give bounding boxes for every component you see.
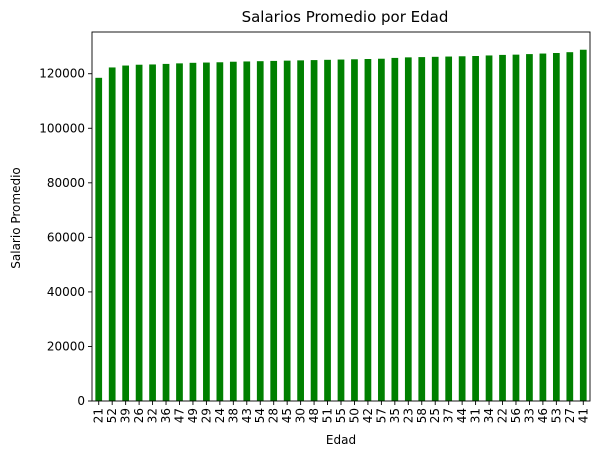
x-tick-label: 53 xyxy=(549,408,563,423)
bar-49 xyxy=(189,62,197,402)
y-tick-label: 100000 xyxy=(39,121,85,135)
bar-55 xyxy=(337,59,345,401)
x-tick-label: 55 xyxy=(334,408,348,423)
y-tick-label: 20000 xyxy=(47,339,85,353)
x-tick-label: 54 xyxy=(253,408,267,423)
x-axis: 21 52 39 26 32 36 47 49 29 24 38 43 54 28 45 30 48 51 55 50… xyxy=(92,401,590,423)
x-tick-label: 43 xyxy=(240,408,254,423)
x-tick-label: 42 xyxy=(361,408,375,423)
bar-46 xyxy=(539,53,547,401)
x-tick-label: 47 xyxy=(172,408,186,423)
bar-56 xyxy=(512,54,520,402)
bar-30 xyxy=(297,60,304,401)
x-tick-label: 51 xyxy=(321,408,335,423)
x-tick-label: 26 xyxy=(132,408,146,423)
x-tick-label: 36 xyxy=(159,408,173,423)
x-tick-label: 21 xyxy=(92,408,106,423)
bar-45 xyxy=(283,60,291,402)
x-tick-label: 41 xyxy=(576,408,590,423)
x-tick-label: 33 xyxy=(522,408,536,423)
x-tick-label: 35 xyxy=(388,408,402,423)
bar-47 xyxy=(176,63,183,401)
bar-37 xyxy=(445,56,453,401)
bar-33 xyxy=(526,54,533,401)
bar-36 xyxy=(162,63,170,402)
x-tick-label: 49 xyxy=(186,408,200,423)
x-axis-label: Edad xyxy=(326,433,356,447)
bar-26 xyxy=(135,64,143,402)
x-tick-label: 48 xyxy=(307,408,321,423)
x-tick-label: 37 xyxy=(442,408,456,423)
x-tick-label: 22 xyxy=(496,408,510,423)
plot-frame xyxy=(91,31,591,402)
bar-44 xyxy=(458,56,466,401)
x-tick-label: 28 xyxy=(267,408,281,423)
bar-23 xyxy=(404,57,412,401)
bar-38 xyxy=(229,61,237,402)
bar-43 xyxy=(243,61,251,402)
x-tick-label: 44 xyxy=(455,408,469,423)
y-tick-label: 60000 xyxy=(47,230,85,244)
chart-title: Salarios Promedio por Edad xyxy=(242,8,449,26)
bar-29 xyxy=(203,62,210,401)
x-tick-label: 23 xyxy=(401,408,415,423)
y-axis: 0 20000 40000 60000 80000 100000 120000 xyxy=(39,67,92,408)
bar-54 xyxy=(256,61,264,401)
x-tick-label: 25 xyxy=(428,408,442,423)
bar-39 xyxy=(122,65,130,401)
x-tick-label: 29 xyxy=(199,408,213,423)
x-tick-label: 57 xyxy=(374,408,388,423)
bar-58 xyxy=(418,57,426,401)
bar-25 xyxy=(431,56,439,402)
y-tick-label: 80000 xyxy=(47,176,85,190)
bar-27 xyxy=(566,52,574,401)
x-tick-label: 46 xyxy=(536,408,550,423)
x-tick-label: 32 xyxy=(146,408,160,423)
x-tick-label: 34 xyxy=(482,408,496,423)
bar-53 xyxy=(552,53,560,401)
bar-32 xyxy=(149,64,156,402)
y-tick-label: 120000 xyxy=(39,67,85,81)
x-tick-label: 27 xyxy=(563,408,577,423)
bars-group xyxy=(95,49,587,402)
bar-35 xyxy=(391,57,399,402)
bar-22 xyxy=(499,54,506,402)
bar-57 xyxy=(378,58,385,402)
bar-52 xyxy=(108,67,116,402)
y-tick-label: 40000 xyxy=(47,285,85,299)
bar-48 xyxy=(310,60,318,401)
bar-21 xyxy=(95,77,103,402)
x-tick-label: 56 xyxy=(509,408,523,423)
bar-28 xyxy=(270,60,278,402)
x-tick-label: 39 xyxy=(119,408,133,423)
bar-51 xyxy=(324,59,331,402)
x-tick-label: 30 xyxy=(294,408,308,423)
bar-34 xyxy=(485,55,493,402)
x-tick-label: 45 xyxy=(280,408,294,423)
bar-42 xyxy=(364,59,372,401)
x-tick-label: 58 xyxy=(415,408,429,423)
x-tick-label: 52 xyxy=(105,408,119,423)
y-axis-label: Salario Promedio xyxy=(9,167,23,268)
x-tick-label: 50 xyxy=(347,408,361,423)
x-tick-label: 31 xyxy=(469,408,483,423)
x-tick-label: 24 xyxy=(213,408,227,423)
bar-41 xyxy=(579,49,587,402)
bar-31 xyxy=(472,56,479,401)
bar-50 xyxy=(351,59,358,401)
bar-24 xyxy=(216,62,224,401)
x-tick-label: 38 xyxy=(226,408,240,423)
y-tick-label: 0 xyxy=(77,394,85,408)
